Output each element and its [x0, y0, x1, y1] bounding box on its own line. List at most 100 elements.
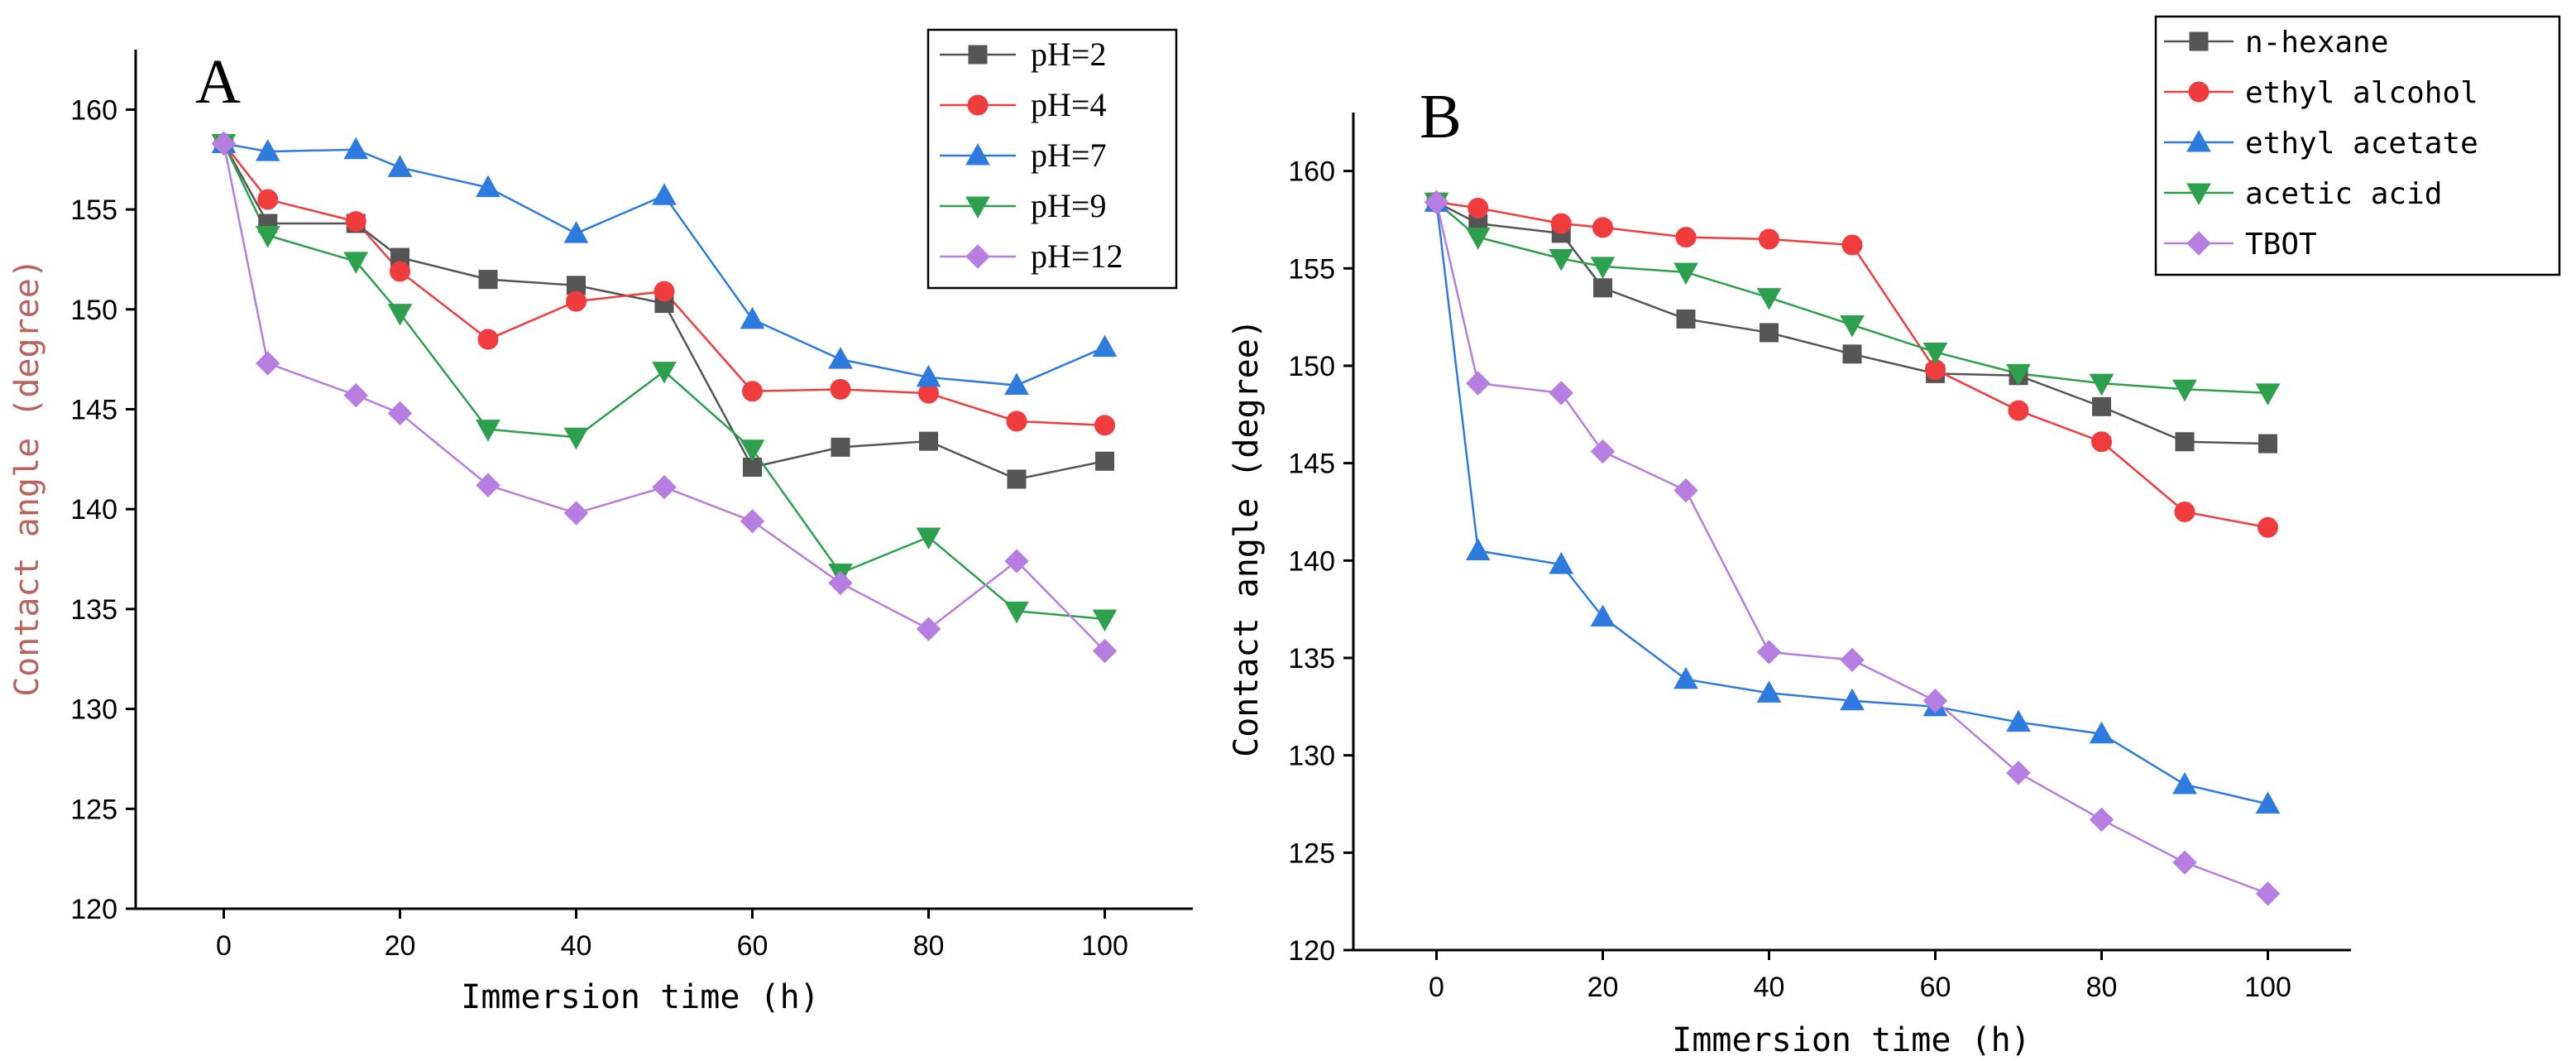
panel-a-x-tick-label: 40: [561, 930, 592, 962]
panel-a-data-point: [257, 189, 279, 210]
panel-b-x-axis-title: Immersion time (h): [1672, 1021, 2030, 1059]
panel-a-data-point: [1092, 334, 1118, 358]
panel-b-legend: n-hexane ethyl alcohol ethyl acetate acetic…: [2154, 15, 2561, 276]
panel-b-y-ticks: 120 125 130 135 140 145 150 155 160: [1288, 156, 1353, 967]
panel-a-data-point: [1092, 609, 1118, 632]
panel-a-legend-label: pH=12: [1031, 238, 1123, 275]
panel-b-legend-marker: [2188, 81, 2210, 103]
panel-b-data-point: [1842, 344, 1862, 364]
panel-b-data-point: [2172, 771, 2197, 795]
panel-a-data-point: [742, 381, 763, 402]
panel-a-data-point: [478, 270, 498, 290]
panel-a-legend-marker: [965, 142, 990, 166]
panel-b-data-point: [1760, 323, 1779, 343]
panel-a-data-point: [390, 261, 410, 282]
panel-a-letter: A: [195, 47, 241, 117]
panel-b-legend-marker: [2186, 129, 2211, 152]
panel-b-x-tick-label: 0: [1429, 972, 1444, 1003]
panel-b-data-point: [1756, 680, 1782, 703]
panel-a-y-tick-label: 125: [70, 794, 117, 825]
panel-a-legend-marker: [965, 196, 990, 219]
panel-a-y-tick-label: 150: [70, 295, 117, 326]
panel-a-data-point: [740, 439, 765, 462]
panel-a-x-axis-title: Immersion time (h): [461, 978, 819, 1016]
panel-a-data-point: [1094, 415, 1115, 436]
panel-a-data-point: [828, 347, 853, 369]
panel-b-legend-frame: [2154, 15, 2561, 276]
panel-a-series-line-3: [223, 142, 1105, 386]
panel-b-legend-label: TBOT: [2245, 228, 2317, 262]
panel-b-data-point: [1756, 288, 1782, 310]
panel-a-data-point: [916, 364, 941, 387]
panel-b-data-point: [2089, 373, 2114, 396]
panel-b-legend-label: acetic acid: [2245, 177, 2442, 211]
panel-a-data-point: [830, 378, 851, 400]
panel-a-data-point: [343, 252, 369, 274]
panel-a-series-line-5: [223, 143, 1106, 652]
panel-b-data-point: [1549, 249, 1574, 271]
panel-a-legend-marker: [965, 244, 990, 269]
panel-a-y-tick-label: 120: [70, 894, 117, 925]
panel-b-legend-marker: [2189, 31, 2209, 51]
panel-a-data-point: [1004, 601, 1029, 624]
panel-a-y-tick-label: 145: [70, 395, 117, 426]
panel-a-y-tick-label: 155: [70, 194, 117, 226]
panel-a-data-point: [476, 175, 500, 198]
panel-a-data-point: [345, 211, 366, 233]
panel-a-data-point: [563, 501, 589, 526]
panel-b-data-point: [2089, 721, 2114, 744]
panel-b-y-tick-label: 135: [1288, 643, 1335, 675]
panel-b-data-point: [1673, 262, 1698, 286]
panel-b-data-point: [1922, 689, 1948, 713]
panel-a-data-point: [477, 329, 499, 350]
panel-a-data-point: [1007, 469, 1027, 489]
panel-b-x-tick-label: 20: [1587, 972, 1619, 1003]
panel-b-data-point: [1549, 551, 1574, 574]
panel-b-data-point: [1590, 439, 1616, 464]
panel-a-series-layer: [211, 131, 1118, 664]
panel-a-y-axis-title: Contact angle (degree): [8, 258, 46, 697]
panel-a-data-point: [652, 362, 677, 384]
panel-a-y-tick-label: 135: [70, 594, 117, 626]
panel-a-data-point: [387, 155, 413, 177]
panel-b-data-point: [1676, 309, 1696, 329]
panel-b-y-tick-label: 160: [1288, 156, 1335, 188]
panel-b-data-point: [1590, 604, 1616, 627]
panel-a-data-point: [563, 221, 589, 243]
panel-a-data-point: [740, 306, 765, 329]
panel-b-data-point: [2172, 379, 2197, 402]
panel-a-legend-label: pH=2: [1031, 36, 1106, 73]
panel-a-data-point: [343, 137, 369, 160]
panel-b-legend-label: n-hexane: [2245, 26, 2388, 60]
panel-a-data-point: [387, 304, 413, 326]
panel-a-data-point: [1004, 549, 1029, 574]
panel-a-legend: pH=2 pH=4 pH=7 pH=9 pH=12: [926, 28, 1178, 290]
panel-b-data-point: [1592, 217, 1613, 238]
panel-b-series-line-5: [1435, 201, 2268, 895]
panel-a-series-line-1: [223, 142, 1105, 481]
panel-a-y-ticks: 120 125 130 135 140 145 150 155 160: [70, 94, 136, 925]
panel-a-x-ticks: 0 20 40 60 80 100: [216, 909, 1128, 962]
panel-b-data-point: [2255, 881, 2281, 906]
panel-b-data-point: [1840, 315, 1865, 338]
panel-b-data-point: [1590, 257, 1616, 279]
panel-b-data-point: [1673, 666, 1698, 689]
panel-a-y-tick-label: 140: [70, 494, 117, 526]
panel-b-data-point: [1550, 213, 1572, 234]
panel-b-data-point: [2255, 383, 2281, 406]
panel-b-data-point: [1840, 647, 1865, 673]
panel-b-series-line-3: [1435, 202, 2268, 805]
panel-a-data-point: [652, 474, 677, 500]
panel-b-data-point: [2175, 432, 2195, 452]
panel-b-x-ticks: 0 20 40 60 80 100: [1429, 950, 2291, 1003]
panel-b-data-point: [2258, 434, 2277, 454]
panel-a-x-tick-label: 20: [385, 930, 416, 962]
panel-b-data-point: [2174, 501, 2195, 522]
panel-b-legend-marker: [2186, 183, 2211, 206]
panel-a-data-point: [255, 139, 280, 161]
panel-b-y-tick-label: 150: [1288, 351, 1335, 382]
panel-b-series-layer: [1424, 190, 2281, 906]
panel-a-data-point: [387, 401, 413, 426]
panel-b-data-point: [1424, 190, 1449, 214]
